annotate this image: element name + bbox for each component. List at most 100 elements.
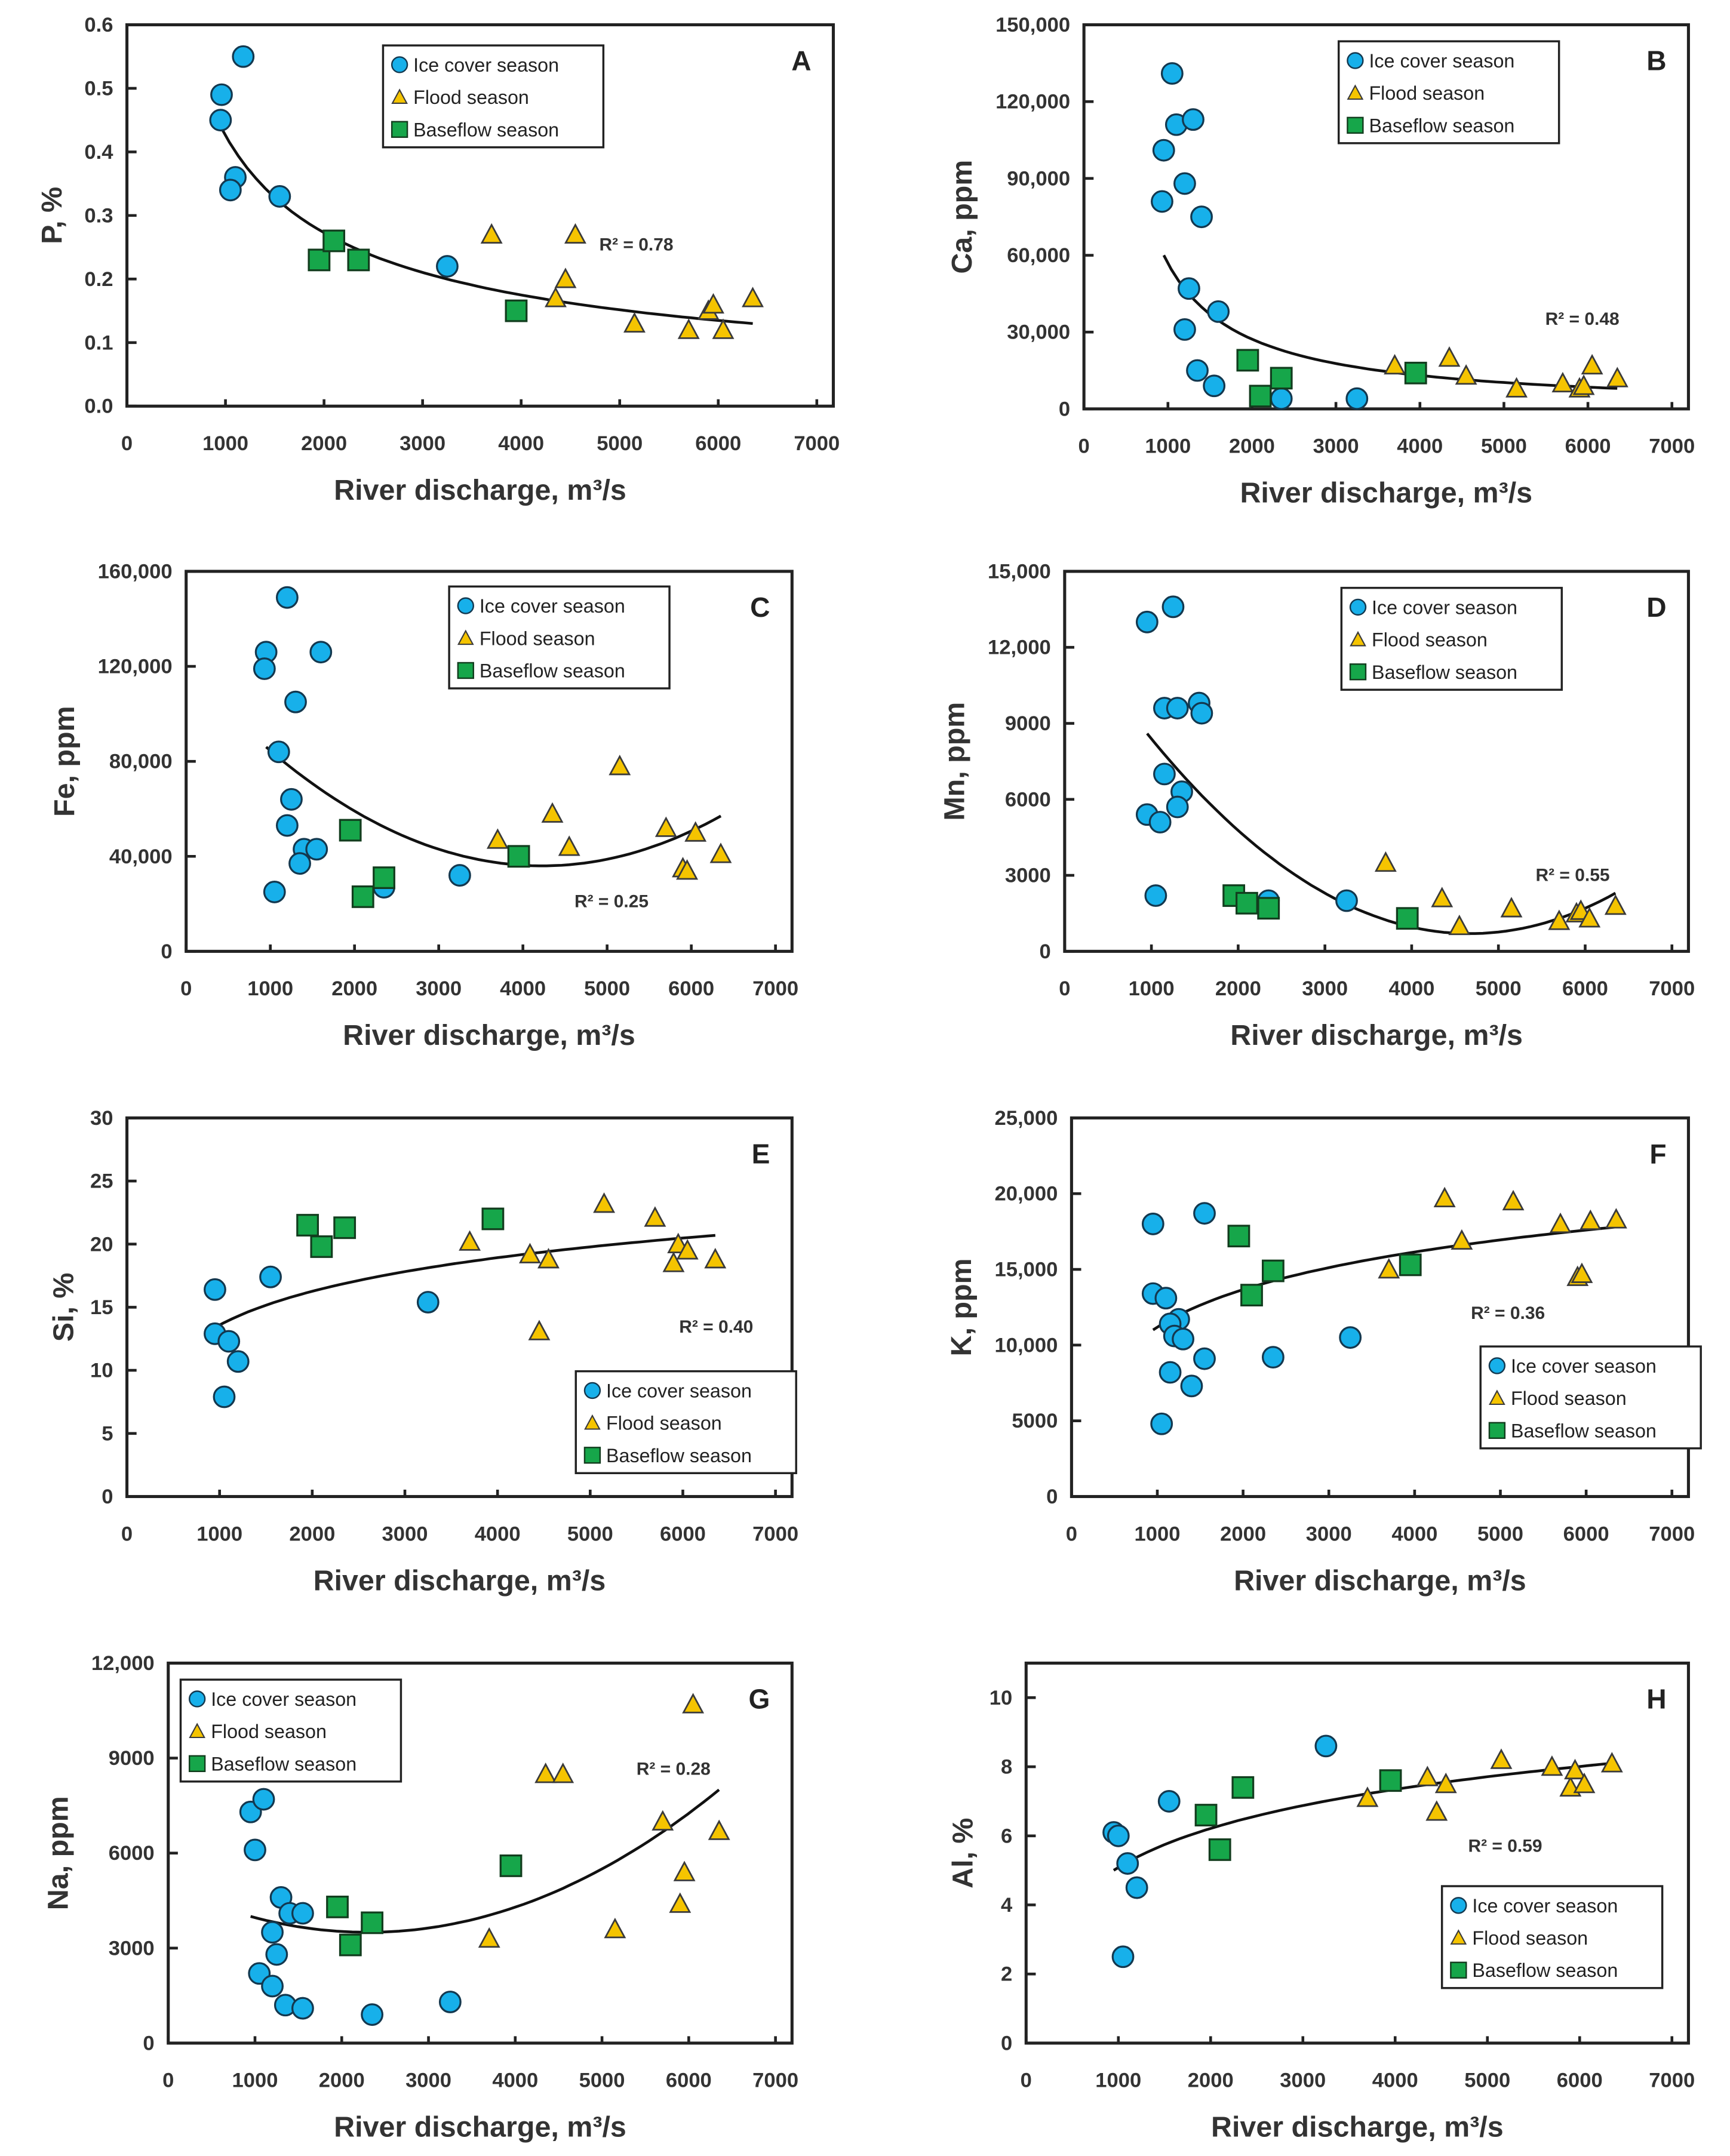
legend-label-flood: Flood season	[606, 1413, 722, 1434]
x-tick-label: 1000	[232, 2069, 278, 2092]
x-tick-label: 3000	[1313, 435, 1359, 458]
y-tick-label: 6000	[1005, 788, 1051, 811]
x-tick-label: 2000	[301, 432, 347, 455]
flood-point	[709, 842, 732, 863]
x-axis-title: River discharge, m³/s	[334, 2111, 626, 2143]
ice-point	[291, 1902, 314, 1925]
ice-legend-icon	[583, 1382, 601, 1400]
ice-point	[1154, 1287, 1178, 1310]
baseflow-point	[481, 1207, 505, 1231]
legend: Ice cover season Flood season Baseflow sea…	[1337, 40, 1560, 144]
legend-box	[382, 44, 605, 149]
flood-point	[677, 318, 700, 339]
y-tick-label: 120,000	[98, 656, 173, 678]
ice-point	[217, 1330, 241, 1353]
panel-label: E	[752, 1138, 770, 1169]
plot-frame	[1063, 570, 1690, 953]
panel-label: D	[1646, 592, 1666, 623]
ice-point	[275, 814, 299, 837]
x-tick-label: 2000	[1215, 977, 1261, 1000]
legend-label-baseflow: Baseflow season	[606, 1445, 752, 1466]
flood-point	[1551, 371, 1574, 393]
baseflow-point	[1236, 891, 1258, 915]
ice-point	[361, 2003, 384, 2026]
y-tick-label: 0.3	[84, 204, 113, 227]
legend: Ice cover season Flood season Baseflow sea…	[574, 1370, 797, 1475]
flood-point	[519, 1242, 541, 1263]
ice-point	[261, 1921, 284, 1944]
flood-legend-icon	[1347, 84, 1364, 100]
y-tick-label: 0	[1001, 2032, 1012, 2054]
baseflow-legend-icon	[1347, 116, 1364, 134]
ice-legend-icon	[1349, 598, 1367, 616]
y-tick-label: 160,000	[98, 560, 173, 583]
ice-point	[1193, 1202, 1216, 1225]
ice-point	[291, 1997, 314, 2020]
x-axis-title: River discharge, m³/s	[343, 1019, 635, 1051]
flood-point	[1578, 907, 1601, 928]
flood-point	[528, 1320, 551, 1340]
ice-point	[1144, 884, 1167, 907]
x-tick-label: 6000	[1563, 1523, 1609, 1545]
flood-point	[1451, 1229, 1473, 1250]
ice-point	[1135, 610, 1159, 633]
flood-point	[712, 318, 735, 339]
ice-point	[1339, 1326, 1362, 1349]
ice-point	[1203, 374, 1226, 398]
legend-box	[1479, 1345, 1702, 1450]
x-tick-label: 4000	[500, 977, 546, 1000]
ice-point	[204, 1278, 226, 1301]
panel-d: 0 1000 2000 3000 4000 5000 6000 7000 0 3000 6000 90…	[939, 560, 1695, 1051]
x-tick-label: 4000	[1391, 1523, 1437, 1545]
x-tick-label: 7000	[752, 977, 798, 1000]
r-squared-label: R² = 0.25	[574, 892, 649, 912]
y-tick-label: 0	[143, 2032, 154, 2054]
flood-point	[1455, 364, 1477, 385]
x-tick-label: 2000	[289, 1523, 335, 1545]
legend-label-flood: Flood season	[480, 628, 595, 649]
ice-point	[1182, 108, 1204, 131]
series-ice	[1102, 1734, 1338, 1969]
x-tick-label: 4000	[1388, 977, 1434, 1000]
legend-label-ice: Ice cover season	[413, 54, 559, 76]
ice-point	[1166, 697, 1189, 719]
ice-legend-icon	[391, 56, 408, 73]
r-squared-label: R² = 0.40	[679, 1317, 753, 1337]
y-tick-label: 30,000	[1007, 321, 1070, 344]
ice-point	[416, 1291, 440, 1314]
flood-point	[708, 1819, 730, 1840]
flood-point	[669, 1892, 692, 1913]
legend-label-baseflow: Baseflow season	[1369, 115, 1514, 136]
x-axis-title: River discharge, m³/s	[314, 1564, 606, 1597]
x-tick-label: 4000	[475, 1523, 521, 1545]
baseflow-point	[1194, 1804, 1218, 1826]
y-axis-title: Si, %	[48, 1273, 80, 1342]
r-squared-label: R² = 0.55	[1535, 866, 1609, 885]
baseflow-point	[333, 1216, 357, 1240]
y-axis-title: Al, %	[947, 1818, 979, 1889]
x-tick-label: 5000	[597, 432, 643, 455]
x-tick-label: 7000	[794, 432, 840, 455]
x-tick-label: 2000	[1188, 2069, 1234, 2092]
ice-point	[1111, 1945, 1135, 1969]
baseflow-point	[326, 1895, 349, 1918]
x-tick-label: 3000	[1306, 1523, 1352, 1545]
y-tick-label: 6	[1001, 1825, 1012, 1847]
series-baseflow	[296, 1207, 505, 1258]
y-tick-label: 90,000	[1007, 167, 1070, 190]
x-tick-label: 3000	[382, 1523, 428, 1545]
ice-point	[1153, 762, 1176, 786]
flood-point	[1600, 1752, 1623, 1773]
ice-point	[309, 641, 333, 664]
x-tick-label: 6000	[660, 1523, 706, 1545]
flood-point	[1541, 1755, 1563, 1776]
y-tick-label: 12,000	[988, 636, 1051, 659]
legend-label-ice: Ice cover season	[1369, 50, 1514, 72]
flood-point	[652, 1810, 674, 1831]
y-tick-label: 8	[1001, 1756, 1012, 1779]
flood-point	[552, 1763, 574, 1783]
series-ice	[204, 1265, 440, 1408]
y-tick-label: 25,000	[995, 1107, 1058, 1130]
ice-point	[448, 864, 471, 887]
flood-point	[673, 1860, 696, 1881]
